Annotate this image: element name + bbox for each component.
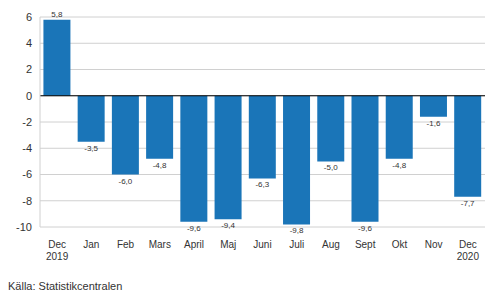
svg-text:-9,6: -9,6 xyxy=(358,224,372,233)
svg-text:Juli: Juli xyxy=(289,239,304,250)
svg-text:April: April xyxy=(184,239,204,250)
svg-text:-5,0: -5,0 xyxy=(324,163,338,172)
svg-text:Jan: Jan xyxy=(83,239,99,250)
svg-text:0: 0 xyxy=(26,90,32,102)
svg-text:Aug: Aug xyxy=(322,239,340,250)
svg-text:-9,6: -9,6 xyxy=(187,224,201,233)
svg-text:-9,4: -9,4 xyxy=(221,221,235,230)
svg-text:-3,5: -3,5 xyxy=(84,144,98,153)
svg-text:Nov: Nov xyxy=(425,239,443,250)
svg-text:Sept: Sept xyxy=(355,239,376,250)
svg-text:2: 2 xyxy=(26,63,32,75)
svg-text:-4,8: -4,8 xyxy=(392,161,406,170)
svg-text:-7,7: -7,7 xyxy=(461,199,475,208)
svg-text:-6,0: -6,0 xyxy=(118,177,132,186)
svg-text:Dec2019: Dec2019 xyxy=(46,239,69,262)
svg-text:-10: -10 xyxy=(16,221,32,233)
svg-text:-6: -6 xyxy=(22,168,32,180)
svg-text:-1,6: -1,6 xyxy=(427,119,441,128)
svg-text:-4,8: -4,8 xyxy=(153,161,167,170)
svg-text:5,8: 5,8 xyxy=(51,10,63,19)
svg-text:Feb: Feb xyxy=(117,239,135,250)
svg-text:-9,8: -9,8 xyxy=(290,226,304,235)
svg-text:Dec2020: Dec2020 xyxy=(457,239,480,262)
svg-text:Okt: Okt xyxy=(392,239,408,250)
svg-text:-6,3: -6,3 xyxy=(255,180,269,189)
svg-text:-4: -4 xyxy=(22,142,32,154)
svg-text:Juni: Juni xyxy=(253,239,271,250)
html-text:Källa: Statistikcentralen: Källa: Statistikcentralen xyxy=(8,280,123,292)
svg-text:6: 6 xyxy=(26,11,32,23)
svg-text:-2: -2 xyxy=(22,116,32,128)
svg-text:Mars: Mars xyxy=(149,239,171,250)
svg-text:Maj: Maj xyxy=(220,239,236,250)
svg-text:4: 4 xyxy=(26,37,32,49)
svg-text:-8: -8 xyxy=(22,195,32,207)
